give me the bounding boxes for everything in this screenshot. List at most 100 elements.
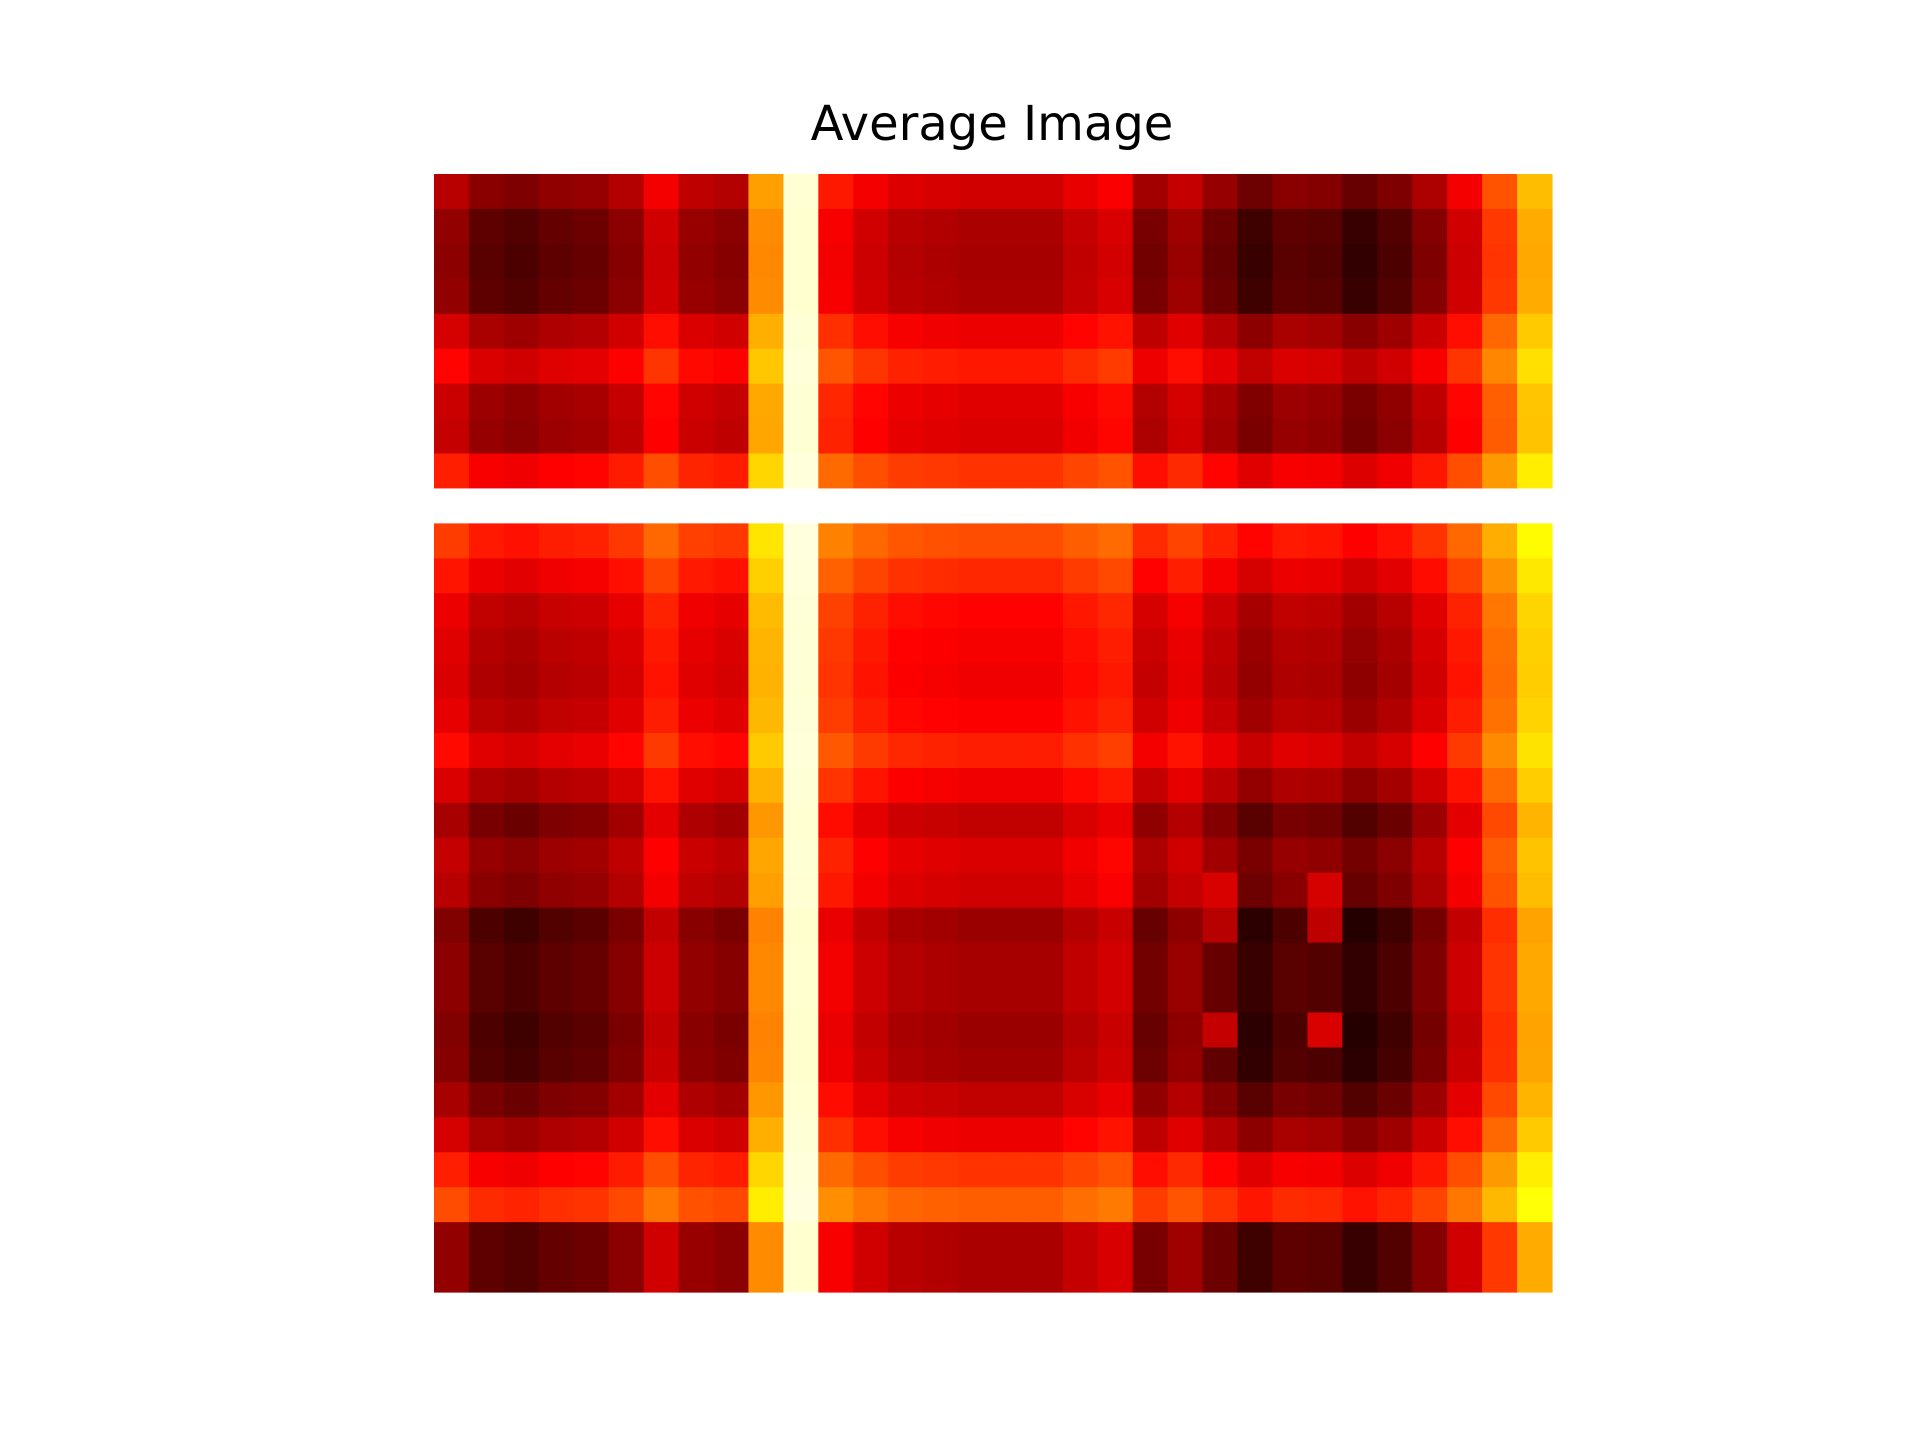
- heatmap-cell-r10-c0: [434, 523, 470, 559]
- heatmap-cell-r9-c27: [1377, 488, 1413, 524]
- heatmap-cell-r10-c11: [818, 523, 854, 559]
- heatmap-cell-r7-c0: [434, 418, 470, 455]
- heatmap-cell-r1-c24: [1272, 208, 1309, 245]
- heatmap-cell-r24-c22: [1202, 1012, 1239, 1049]
- heatmap-cell-r28-c0: [434, 1152, 470, 1188]
- heatmap-cell-r19-c3: [538, 837, 575, 874]
- heatmap-cell-r19-c10: [783, 837, 819, 874]
- heatmap-cell-r12-c14: [923, 593, 959, 629]
- heatmap-cell-r29-c3: [538, 1187, 575, 1223]
- heatmap-cell-r5-c26: [1342, 348, 1378, 385]
- heatmap-cell-r26-c17: [1027, 1082, 1064, 1118]
- heatmap-cell-r11-c6: [643, 558, 680, 594]
- heatmap-cell-r18-c18: [1062, 802, 1099, 839]
- heatmap-cell-r10-c23: [1237, 523, 1274, 559]
- heatmap-cell-r1-c3: [538, 208, 575, 245]
- heatmap-cell-r16-c19: [1097, 733, 1134, 769]
- heatmap-cell-r30-c27: [1377, 1222, 1413, 1258]
- heatmap-cell-r28-c9: [748, 1152, 784, 1188]
- heatmap-cell-r0-c4: [573, 174, 610, 210]
- heatmap-cell-r31-c12: [853, 1257, 889, 1293]
- heatmap-cell-r31-c1: [468, 1257, 505, 1293]
- heatmap-cell-r2-c25: [1307, 243, 1343, 280]
- heatmap-cell-r10-c10: [783, 523, 819, 559]
- heatmap-cell-r7-c23: [1237, 418, 1274, 455]
- heatmap-cell-r12-c23: [1237, 593, 1274, 629]
- heatmap-cell-r26-c23: [1237, 1082, 1274, 1118]
- heatmap-cell-r13-c18: [1062, 628, 1099, 664]
- heatmap-cell-r14-c18: [1062, 663, 1099, 699]
- heatmap-cell-r1-c28: [1412, 208, 1448, 245]
- heatmap-cell-r29-c29: [1447, 1187, 1483, 1223]
- heatmap-cell-r5-c29: [1447, 348, 1483, 385]
- heatmap-cell-r12-c18: [1062, 593, 1099, 629]
- heatmap-cell-r13-c20: [1132, 628, 1169, 664]
- heatmap-cell-r21-c13: [888, 907, 924, 944]
- heatmap-cell-r29-c1: [468, 1187, 505, 1223]
- heatmap-cell-r31-c14: [923, 1257, 959, 1293]
- heatmap-cell-r24-c5: [608, 1012, 645, 1049]
- heatmap-cell-r18-c9: [748, 802, 784, 839]
- heatmap-cell-r30-c3: [538, 1222, 575, 1258]
- heatmap-cell-r21-c18: [1062, 907, 1099, 944]
- heatmap-cell-r25-c16: [993, 1047, 1029, 1083]
- heatmap-cell-r6-c7: [678, 383, 715, 420]
- heatmap-cell-r23-c8: [713, 977, 750, 1014]
- heatmap-cell-r8-c27: [1377, 453, 1413, 490]
- heatmap-cell-r3-c17: [1027, 278, 1064, 315]
- heatmap-cell-r24-c15: [958, 1012, 994, 1049]
- heatmap-cell-r4-c24: [1272, 313, 1309, 350]
- heatmap-cell-r19-c7: [678, 837, 715, 874]
- heatmap-cell-r4-c21: [1167, 313, 1204, 350]
- heatmap-cell-r0-c7: [678, 174, 715, 210]
- heatmap-cell-r28-c18: [1062, 1152, 1099, 1188]
- heatmap-cell-r31-c7: [678, 1257, 715, 1293]
- heatmap-cell-r26-c28: [1412, 1082, 1448, 1118]
- heatmap-cell-r18-c6: [643, 802, 680, 839]
- heatmap-cell-r11-c0: [434, 558, 470, 594]
- heatmap-cell-r19-c29: [1447, 837, 1483, 874]
- heatmap-cell-r11-c26: [1342, 558, 1378, 594]
- heatmap-cell-r21-c16: [993, 907, 1029, 944]
- heatmap-cell-r9-c13: [888, 488, 924, 524]
- heatmap-cell-r26-c12: [853, 1082, 889, 1118]
- heatmap-cell-r22-c5: [608, 942, 645, 979]
- heatmap-cell-r9-c12: [853, 488, 889, 524]
- heatmap-cell-r21-c19: [1097, 907, 1134, 944]
- heatmap-cell-r21-c21: [1167, 907, 1204, 944]
- chart-title: Average Image: [810, 96, 1174, 152]
- heatmap-cell-r25-c27: [1377, 1047, 1413, 1083]
- heatmap-cell-r8-c15: [958, 453, 994, 490]
- heatmap-cell-r27-c10: [783, 1117, 819, 1153]
- heatmap-cell-r24-c19: [1097, 1012, 1134, 1049]
- heatmap-cell-r27-c3: [538, 1117, 575, 1153]
- heatmap-cell-r11-c13: [888, 558, 924, 594]
- heatmap-cell-r0-c19: [1097, 174, 1134, 210]
- heatmap-cell-r0-c1: [468, 174, 505, 210]
- heatmap-cell-r17-c19: [1097, 767, 1134, 804]
- heatmap-cell-r0-c3: [538, 174, 575, 210]
- heatmap-cell-r9-c14: [923, 488, 959, 524]
- heatmap-cell-r14-c22: [1202, 663, 1239, 699]
- heatmap-cell-r5-c19: [1097, 348, 1134, 385]
- heatmap-cell-r24-c11: [818, 1012, 854, 1049]
- heatmap-cell-r3-c20: [1132, 278, 1169, 315]
- heatmap-cell-r20-c21: [1167, 872, 1204, 909]
- heatmap-cell-r29-c21: [1167, 1187, 1204, 1223]
- heatmap-cell-r24-c18: [1062, 1012, 1099, 1049]
- heatmap-cell-r22-c29: [1447, 942, 1483, 979]
- heatmap-cell-r12-c19: [1097, 593, 1134, 629]
- heatmap-cell-r11-c11: [818, 558, 854, 594]
- heatmap-cell-r12-c26: [1342, 593, 1378, 629]
- heatmap-cell-r23-c11: [818, 977, 854, 1014]
- heatmap-cell-r28-c4: [573, 1152, 610, 1188]
- heatmap-cell-r30-c11: [818, 1222, 854, 1258]
- heatmap-cell-r19-c5: [608, 837, 645, 874]
- heatmap-cell-r13-c3: [538, 628, 575, 664]
- heatmap-cell-r16-c23: [1237, 733, 1274, 769]
- heatmap-cell-r4-c13: [888, 313, 924, 350]
- heatmap-cell-r26-c10: [783, 1082, 819, 1118]
- heatmap-cell-r10-c28: [1412, 523, 1448, 559]
- heatmap-cell-r29-c20: [1132, 1187, 1169, 1223]
- heatmap-cell-r22-c0: [434, 942, 470, 979]
